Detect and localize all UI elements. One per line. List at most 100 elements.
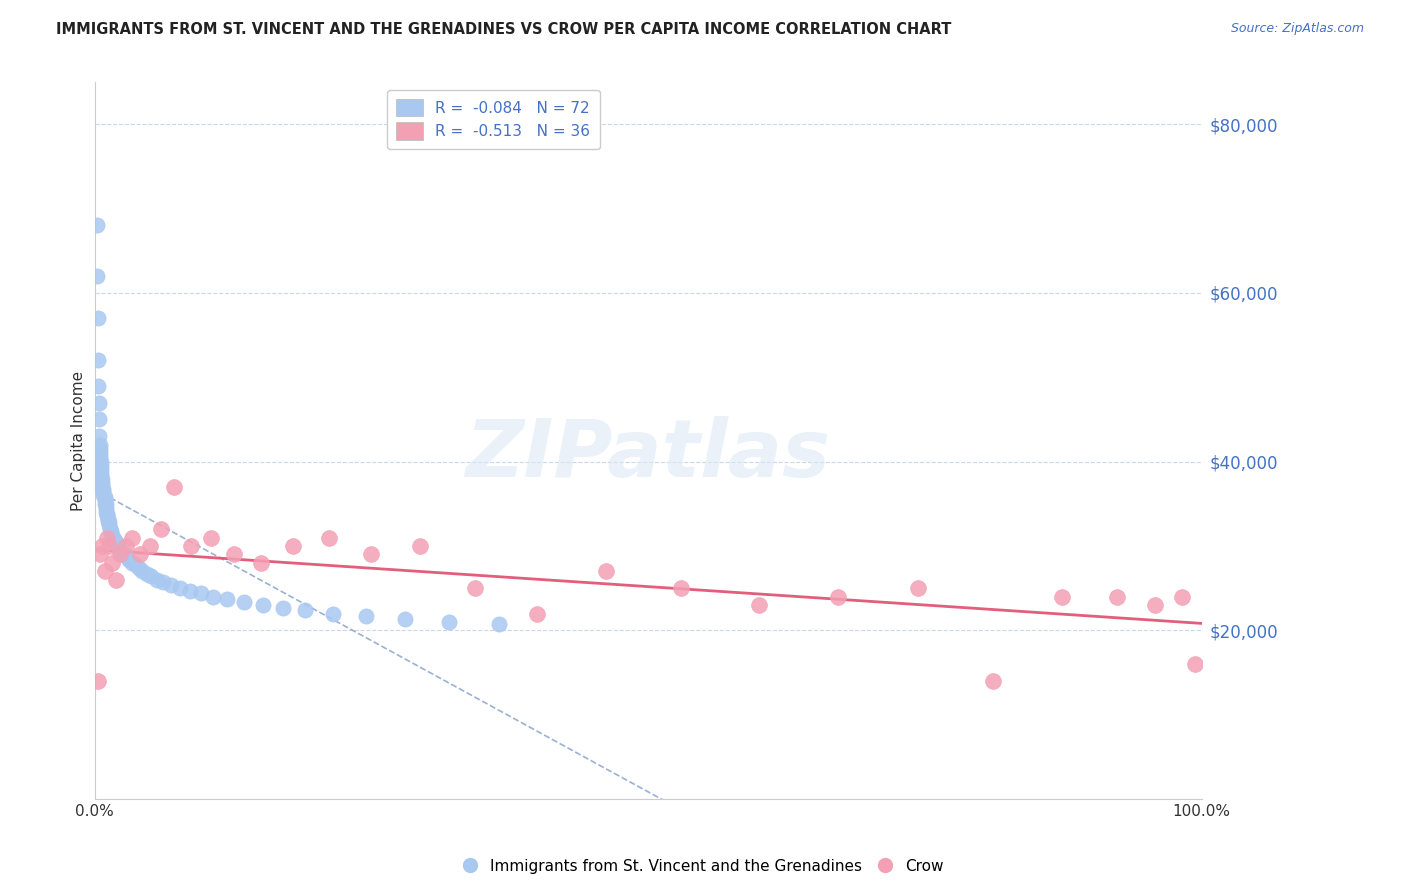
Point <box>1170 590 1192 604</box>
Point <box>90 463 112 477</box>
Point <box>93 564 115 578</box>
Point <box>437 615 460 629</box>
Point <box>104 573 127 587</box>
Point <box>281 539 304 553</box>
Point <box>124 558 146 573</box>
Point <box>97 539 120 553</box>
Point <box>105 537 128 551</box>
Point <box>360 548 382 562</box>
Point <box>827 590 849 604</box>
Point <box>464 581 486 595</box>
Point <box>91 480 114 494</box>
Point <box>233 595 256 609</box>
Point <box>111 546 134 560</box>
Point <box>488 617 510 632</box>
Point <box>322 607 344 621</box>
Point <box>200 531 222 545</box>
Point <box>595 564 617 578</box>
Point <box>96 507 118 521</box>
Point <box>190 586 212 600</box>
Point <box>104 534 127 549</box>
Point <box>91 539 114 553</box>
Point <box>115 549 138 564</box>
Legend: Immigrants from St. Vincent and the Grenadines, Crow: Immigrants from St. Vincent and the Gren… <box>457 853 949 880</box>
Point <box>97 514 120 528</box>
Point <box>121 556 143 570</box>
Point <box>1144 598 1167 612</box>
Point <box>318 531 340 545</box>
Point <box>87 311 110 326</box>
Point <box>87 395 110 409</box>
Point <box>89 438 111 452</box>
Text: Source: ZipAtlas.com: Source: ZipAtlas.com <box>1230 22 1364 36</box>
Point <box>128 561 150 575</box>
Point <box>139 539 162 553</box>
Point <box>526 607 548 621</box>
Point <box>97 512 120 526</box>
Point <box>114 539 136 553</box>
Point <box>90 455 112 469</box>
Point <box>180 539 202 553</box>
Point <box>1184 657 1206 672</box>
Point <box>93 482 115 496</box>
Point <box>89 450 111 465</box>
Point <box>131 564 153 578</box>
Text: IMMIGRANTS FROM ST. VINCENT AND THE GRENADINES VS CROW PER CAPITA INCOME CORRELA: IMMIGRANTS FROM ST. VINCENT AND THE GREN… <box>56 22 952 37</box>
Point <box>86 268 108 283</box>
Point <box>108 548 131 562</box>
Point <box>94 505 117 519</box>
Point <box>163 480 186 494</box>
Point <box>409 539 432 553</box>
Point <box>87 378 110 392</box>
Point <box>89 548 111 562</box>
Point <box>179 583 201 598</box>
Point <box>96 509 118 524</box>
Point <box>90 467 112 482</box>
Point <box>129 548 152 562</box>
Point <box>145 573 167 587</box>
Point <box>98 522 121 536</box>
Point <box>86 219 108 233</box>
Point <box>118 552 141 566</box>
Point <box>139 569 162 583</box>
Legend: R =  -0.084   N = 72, R =  -0.513   N = 36: R = -0.084 N = 72, R = -0.513 N = 36 <box>387 89 599 149</box>
Point <box>150 522 173 536</box>
Point <box>101 556 124 570</box>
Point <box>114 548 136 562</box>
Point <box>93 488 115 502</box>
Point <box>160 578 183 592</box>
Point <box>93 490 115 504</box>
Point <box>394 611 416 625</box>
Text: ZIPatlas: ZIPatlas <box>465 416 831 494</box>
Point <box>103 531 125 545</box>
Point <box>93 492 115 507</box>
Point <box>87 412 110 426</box>
Point <box>249 556 271 570</box>
Point <box>87 429 110 443</box>
Point <box>108 543 131 558</box>
Point <box>93 497 115 511</box>
Point <box>1050 590 1073 604</box>
Point <box>97 517 120 532</box>
Point <box>91 475 114 490</box>
Point <box>252 598 274 612</box>
Point <box>103 533 125 547</box>
Point <box>983 673 1005 688</box>
Point <box>89 442 111 456</box>
Point <box>100 524 122 538</box>
Point <box>107 539 129 553</box>
Point <box>121 531 143 545</box>
Point <box>87 353 110 368</box>
Point <box>90 458 112 473</box>
Point <box>222 548 245 562</box>
Point <box>94 497 117 511</box>
Point <box>354 609 377 624</box>
Point <box>1107 590 1129 604</box>
Point <box>169 581 191 595</box>
Point <box>748 598 770 612</box>
Point <box>93 484 115 499</box>
Point <box>671 581 693 595</box>
Point <box>94 501 117 516</box>
Point <box>100 526 122 541</box>
Point <box>152 575 174 590</box>
